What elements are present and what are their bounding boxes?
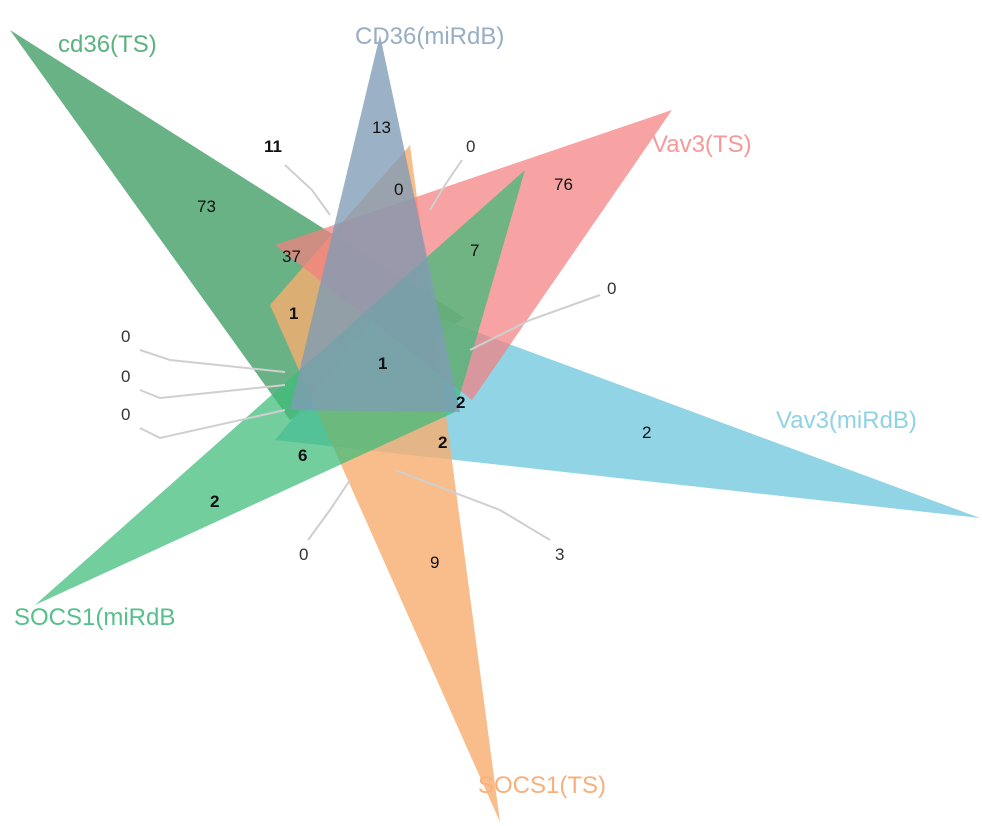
count-vav3-mirdb-only: 2 <box>642 423 651 442</box>
set-label-vav3-ts: Vav3(TS) <box>652 131 752 158</box>
leader-line <box>469 294 601 351</box>
leader-line <box>307 479 351 541</box>
set-label-socs1-mirdb: SOCS1(miRdB <box>14 604 175 631</box>
leader-line <box>139 384 286 400</box>
count-outside-0-right: 0 <box>607 279 616 298</box>
count-region-2-lower: 2 <box>438 433 447 452</box>
count-region-0-top: 0 <box>394 180 403 199</box>
leader-lines <box>139 159 601 541</box>
count-center-all-sets: 1 <box>378 354 387 373</box>
count-socs1-mirdb-only: 2 <box>210 492 219 511</box>
count-region-2-right: 2 <box>456 393 465 412</box>
leader-line <box>139 409 286 440</box>
set-label-cd36-ts: cd36(TS) <box>58 31 157 58</box>
count-socs1-ts-only: 9 <box>430 553 439 572</box>
count-region-37: 37 <box>282 247 301 266</box>
count-outside-0-left-2: 0 <box>121 367 130 386</box>
count-region-0-top-right: 0 <box>466 137 475 156</box>
count-region-1-left: 1 <box>289 304 298 323</box>
count-region-11: 11 <box>264 137 282 156</box>
count-outside-0-left-3: 0 <box>121 405 130 424</box>
leader-line <box>394 469 551 541</box>
count-cd36-mirdb-only: 13 <box>372 118 391 137</box>
set-shapes <box>10 30 980 822</box>
count-outside-3-bottom: 3 <box>555 545 564 564</box>
count-outside-0-left-1: 0 <box>121 327 130 346</box>
leader-line <box>429 159 463 211</box>
count-region-6: 6 <box>298 446 307 465</box>
leader-line <box>139 349 286 373</box>
count-cd36-ts-only: 73 <box>197 197 216 216</box>
region-counts: 73 13 76 2 9 2 11 0 0 37 7 1 1 2 2 6 0 0… <box>121 118 651 572</box>
set-labels: cd36(TS) CD36(miRdB) Vav3(TS) Vav3(miRdB… <box>14 23 917 799</box>
count-vav3-ts-only: 76 <box>554 175 573 194</box>
set-shape-cd36-mirdb <box>290 35 460 412</box>
set-label-cd36-mirdb: CD36(miRdB) <box>355 23 504 50</box>
leader-line <box>284 164 331 216</box>
count-outside-0-bottom: 0 <box>299 545 308 564</box>
set-label-vav3-mirdb: Vav3(miRdB) <box>776 407 917 434</box>
count-region-7: 7 <box>470 241 479 260</box>
set-label-socs1-ts: SOCS1(TS) <box>478 772 606 799</box>
